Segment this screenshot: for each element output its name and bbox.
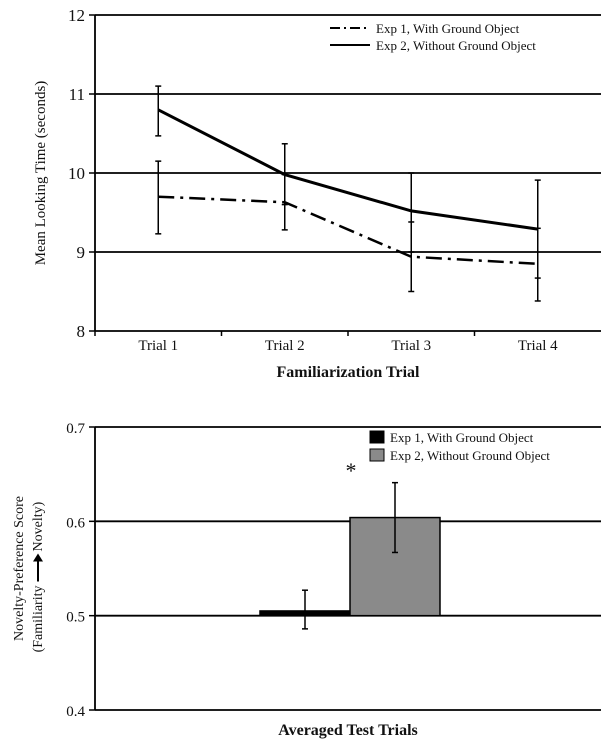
arrow-head-icon xyxy=(33,553,43,562)
series-line-1 xyxy=(158,195,538,266)
series-line-2 xyxy=(157,108,538,231)
y-axis-subtitle-left: (Familiarity xyxy=(31,586,46,653)
y-tick-label: 0.4 xyxy=(66,704,85,720)
y-tick-label: 0.6 xyxy=(66,515,85,531)
significance-marker: * xyxy=(346,458,357,483)
y-axis-title: Novelty-Preference Score xyxy=(12,496,27,641)
x-axis-title: Familiarization Trial xyxy=(277,364,421,381)
legend-swatch xyxy=(369,430,385,444)
x-tick-label: Trial 4 xyxy=(518,338,558,354)
x-tick-label: Trial 2 xyxy=(265,338,305,354)
y-tick-label: 0.7 xyxy=(66,421,85,437)
y-axis-title: Mean Looking Time (seconds) xyxy=(33,81,49,266)
y-tick-label: 12 xyxy=(68,6,85,25)
y-tick-label: 8 xyxy=(77,322,86,341)
x-axis-title: Averaged Test Trials xyxy=(278,722,418,739)
legend-label: Exp 2, Without Ground Object xyxy=(390,448,550,463)
legend-label: Exp 1, With Ground Object xyxy=(390,430,534,445)
x-tick-label: Trial 1 xyxy=(138,338,178,354)
legend-swatch xyxy=(369,448,385,462)
legend-label: Exp 1, With Ground Object xyxy=(376,21,520,36)
y-tick-label: 0.5 xyxy=(66,610,85,626)
y-tick-label: 10 xyxy=(68,164,85,183)
legend-label: Exp 2, Without Ground Object xyxy=(376,38,536,53)
y-tick-label: 9 xyxy=(77,243,86,262)
x-tick-label: Trial 3 xyxy=(391,338,431,354)
y-tick-label: 11 xyxy=(69,85,85,104)
y-axis-subtitle-right: Novelty) xyxy=(31,501,46,551)
